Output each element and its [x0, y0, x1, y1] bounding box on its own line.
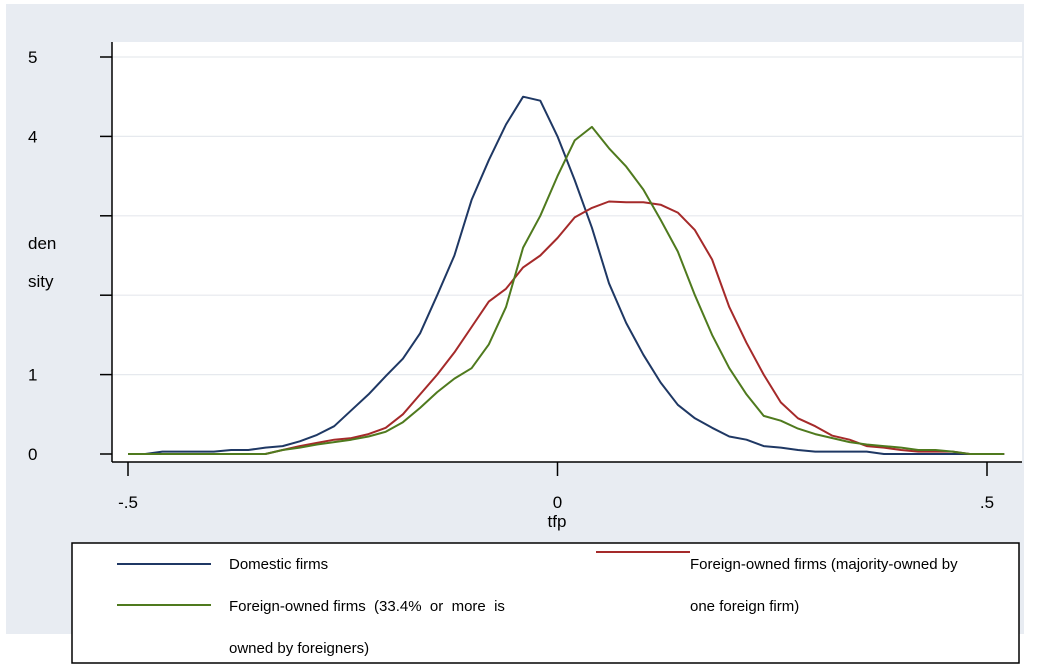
- plot-region: [112, 42, 1022, 462]
- legend-box: [71, 542, 1020, 664]
- legend-label-majority-line2: one foreign firm): [690, 598, 799, 615]
- x-tick-label-2: .5: [980, 493, 994, 512]
- legend: Domestic firms Foreign-owned firms (majo…: [71, 542, 1020, 664]
- y-axis-title-line1: den: [28, 234, 56, 253]
- x-axis-title: tfp: [548, 512, 567, 531]
- x-tick-label-1: 0: [553, 493, 562, 512]
- series-layer: [128, 95, 1005, 455]
- y-tick-label-4: 4: [28, 127, 37, 146]
- y-tick-label-0: 0: [28, 445, 37, 464]
- y-axis-title-line2: sity: [28, 272, 54, 291]
- x-tick-label-0: -.5: [118, 493, 138, 512]
- y-tick-label-1: 1: [28, 366, 37, 385]
- legend-label-third-line1: Foreign-owned firms (33.4% or more is: [229, 598, 505, 615]
- legend-label-majority-line1: Foreign-owned firms (majority-owned by: [690, 556, 958, 573]
- legend-label-third-line2: owned by foreigners): [229, 640, 369, 657]
- series-line-third: [128, 125, 1005, 455]
- y-tick-label-5: 5: [28, 48, 37, 67]
- axes: 0 1 4 5 -.5 0 .5: [28, 42, 1022, 512]
- legend-label-domestic: Domestic firms: [229, 556, 328, 573]
- gridlines: [112, 56, 1022, 376]
